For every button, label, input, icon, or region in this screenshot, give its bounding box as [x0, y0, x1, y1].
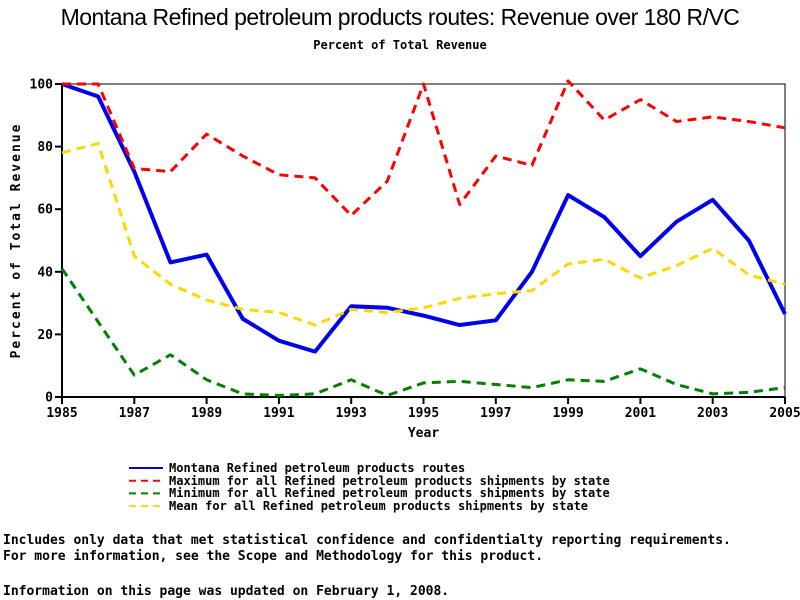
x-tick-label: 2005	[769, 406, 800, 421]
y-tick-label: 40	[37, 265, 53, 280]
x-tick-label: 1993	[336, 406, 367, 421]
x-tick-label: 1997	[480, 406, 511, 421]
x-tick-label: 1999	[552, 406, 583, 421]
x-tick-label: 1985	[46, 406, 77, 421]
footer-updated: Information on this page was updated on …	[3, 584, 450, 599]
series-line-3	[61, 141, 786, 327]
x-tick-label: 1991	[263, 406, 294, 421]
y-tick-label: 20	[37, 328, 53, 343]
y-tick-label: 60	[37, 203, 53, 218]
legend-label-minimum: Minimum for all Refined petroleum produc…	[169, 486, 610, 501]
y-tick-label: 0	[45, 391, 53, 406]
series-line-0	[61, 82, 787, 354]
y-axis-title: Percent of Total Revenue	[9, 123, 24, 359]
x-tick-label: 1987	[119, 406, 150, 421]
page-title: Montana Refined petroleum products route…	[60, 4, 740, 30]
legend-label-maximum: Maximum for all Refined petroleum produc…	[169, 473, 610, 488]
series-line-2	[60, 267, 786, 397]
legend-label-mean: Mean for all Refined petroleum products …	[169, 499, 589, 514]
y-tick-label: 80	[37, 140, 53, 155]
page-subtitle: Percent of Total Revenue	[313, 38, 487, 52]
legend-label-montana: Montana Refined petroleum products route…	[169, 461, 466, 475]
plot-frame	[61, 83, 786, 398]
x-tick-label: 1989	[191, 406, 222, 421]
x-tick-label: 2003	[697, 406, 728, 421]
x-tick-label: 2001	[625, 406, 656, 421]
x-axis-title: Year	[408, 426, 439, 441]
footer-note-line1: Includes only data that met statistical …	[3, 533, 731, 548]
y-tick-label: 100	[30, 78, 54, 93]
series-line-1	[62, 79, 786, 217]
footer-note-line2: For more information, see the Scope and …	[3, 549, 544, 564]
x-tick-label: 1995	[408, 406, 439, 421]
